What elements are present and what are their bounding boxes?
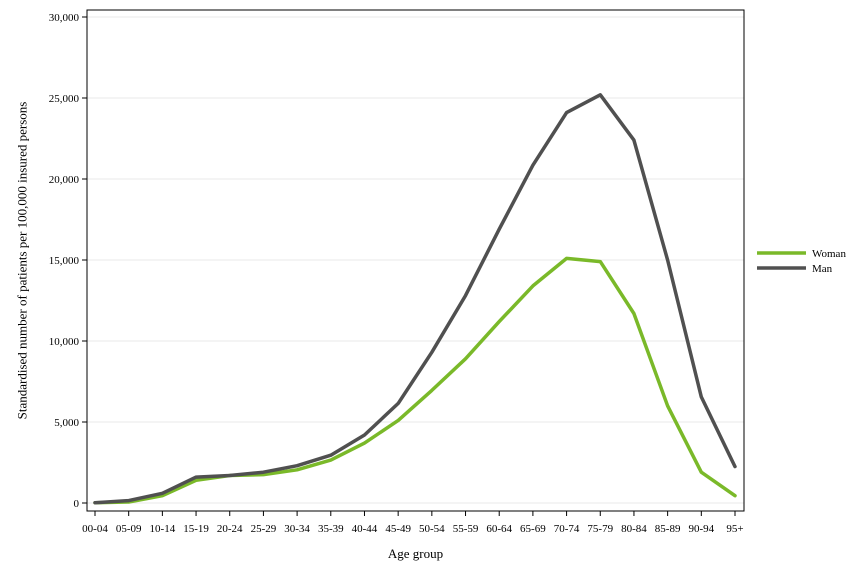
x-tick-label: 55-59: [453, 523, 479, 535]
x-tick-label: 20-24: [217, 523, 243, 535]
x-tick-label: 00-04: [82, 523, 108, 535]
y-tick-label: 20,000: [49, 174, 80, 186]
y-tick-label: 0: [74, 498, 80, 510]
x-tick-label: 10-14: [150, 523, 176, 535]
x-tick-label: 15-19: [183, 523, 209, 535]
x-tick-label: 85-89: [655, 523, 681, 535]
axes: 0 5,000 10,000 15,000 20,000 25,000 30,000 00-0…: [49, 12, 744, 535]
x-tick-label: 70-74: [554, 523, 580, 535]
legend-label-woman: Woman: [812, 248, 846, 260]
series-lines: [93, 93, 737, 505]
x-tick-label: 50-54: [419, 523, 445, 535]
x-tick-label: 90-94: [688, 523, 714, 535]
x-tick-label: 95+: [726, 523, 743, 535]
x-tick-label: 75-79: [587, 523, 613, 535]
x-tick-label: 30-34: [284, 523, 310, 535]
x-tick-label: 05-09: [116, 523, 142, 535]
y-tick-label: 5,000: [54, 417, 79, 429]
series-line-man: [93, 93, 737, 505]
y-tick-label: 10,000: [49, 336, 80, 348]
x-tick-label: 65-69: [520, 523, 546, 535]
y-tick-label: 30,000: [49, 12, 80, 24]
series-line-woman: [93, 256, 737, 505]
y-tick-label: 15,000: [49, 255, 80, 267]
x-tick-label: 45-49: [385, 523, 411, 535]
x-tick-label: 35-39: [318, 523, 344, 535]
y-axis-title: Standardised number of patients per 100,…: [15, 102, 30, 420]
legend: Woman Man: [757, 248, 846, 275]
grid-lines: [87, 16, 744, 504]
x-axis-title: Age group: [388, 546, 443, 561]
x-tick-label: 40-44: [352, 523, 378, 535]
legend-label-man: Man: [812, 263, 833, 275]
y-tick-label: 25,000: [49, 93, 80, 105]
x-tick-label: 60-64: [486, 523, 512, 535]
x-tick-label: 80-84: [621, 523, 647, 535]
x-tick-label: 25-29: [251, 523, 277, 535]
